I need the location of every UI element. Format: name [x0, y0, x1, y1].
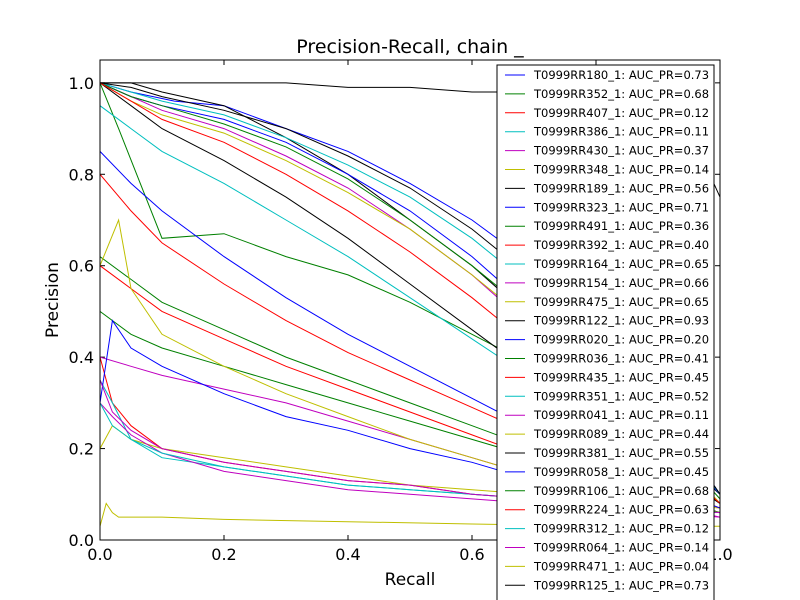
legend-entry-label: T0999RR089_1: AUC_PR=0.44: [533, 427, 709, 441]
legend-entry-label: T0999RR064_1: AUC_PR=0.14: [533, 541, 709, 555]
x-tick-label: 0.4: [335, 545, 360, 564]
legend-entry-label: T0999RR407_1: AUC_PR=0.12: [533, 106, 709, 120]
legend-entry-label: T0999RR020_1: AUC_PR=0.20: [533, 333, 709, 347]
legend-entry-label: T0999RR106_1: AUC_PR=0.68: [533, 484, 709, 498]
legend-entry-label: T0999RR381_1: AUC_PR=0.55: [533, 446, 709, 460]
y-tick-label: 0.6: [69, 257, 94, 276]
plot-frame: [99, 59, 721, 541]
x-tick-label: 0.0: [87, 545, 112, 564]
legend-entry-label: T0999RR471_1: AUC_PR=0.04: [533, 559, 709, 573]
y-tick-label: 0.2: [69, 440, 94, 459]
legend-entry-label: T0999RR224_1: AUC_PR=0.63: [533, 503, 709, 517]
y-tick-label: 0.4: [69, 348, 94, 367]
legend-entry-label: T0999RR351_1: AUC_PR=0.52: [533, 389, 709, 403]
chart-title: Precision-Recall, chain _: [296, 36, 524, 58]
legend-entry-label: T0999RR435_1: AUC_PR=0.45: [533, 370, 709, 384]
x-tick-label: 0.6: [459, 545, 484, 564]
legend-entry-label: T0999RR189_1: AUC_PR=0.56: [533, 181, 709, 195]
legend-entry-label: T0999RR154_1: AUC_PR=0.66: [533, 276, 709, 290]
legend: T0999RR180_1: AUC_PR=0.73 T0999RR352_1: A…: [496, 64, 715, 600]
legend-entry-label: T0999RR392_1: AUC_PR=0.40: [533, 238, 709, 252]
legend-entry-label: T0999RR125_1: AUC_PR=0.73: [533, 578, 709, 592]
legend-entry-label: T0999RR041_1: AUC_PR=0.11: [533, 408, 709, 422]
y-tick-label: 0.0: [69, 531, 94, 550]
legend-entry-label: T0999RR475_1: AUC_PR=0.65: [533, 295, 709, 309]
legend-entry-label: T0999RR352_1: AUC_PR=0.68: [533, 87, 709, 101]
legend-entry-label: T0999RR036_1: AUC_PR=0.41: [533, 352, 709, 366]
x-tick-label: 0.2: [211, 545, 236, 564]
legend-entry-label: T0999RR348_1: AUC_PR=0.14: [533, 163, 709, 177]
legend-entry-label: T0999RR323_1: AUC_PR=0.71: [533, 200, 709, 214]
x-axis-label: Recall: [385, 570, 436, 590]
legend-entry-label: T0999RR122_1: AUC_PR=0.93: [533, 314, 709, 328]
y-tick-label: 1.0: [69, 74, 94, 93]
legend-entry-label: T0999RR164_1: AUC_PR=0.65: [533, 257, 709, 271]
legend-box: [496, 64, 715, 600]
y-axis-label: Precision: [43, 262, 63, 338]
y-tick-label: 0.8: [69, 165, 94, 184]
legend-entry-label: T0999RR312_1: AUC_PR=0.12: [533, 522, 709, 536]
legend-entry-label: T0999RR491_1: AUC_PR=0.36: [533, 219, 709, 233]
legend-entry-label: T0999RR386_1: AUC_PR=0.11: [533, 125, 709, 139]
legend-entry-label: T0999RR430_1: AUC_PR=0.37: [533, 144, 709, 158]
legend-entry-label: T0999RR180_1: AUC_PR=0.73: [533, 68, 709, 82]
legend-entry-label: T0999RR058_1: AUC_PR=0.45: [533, 465, 709, 479]
